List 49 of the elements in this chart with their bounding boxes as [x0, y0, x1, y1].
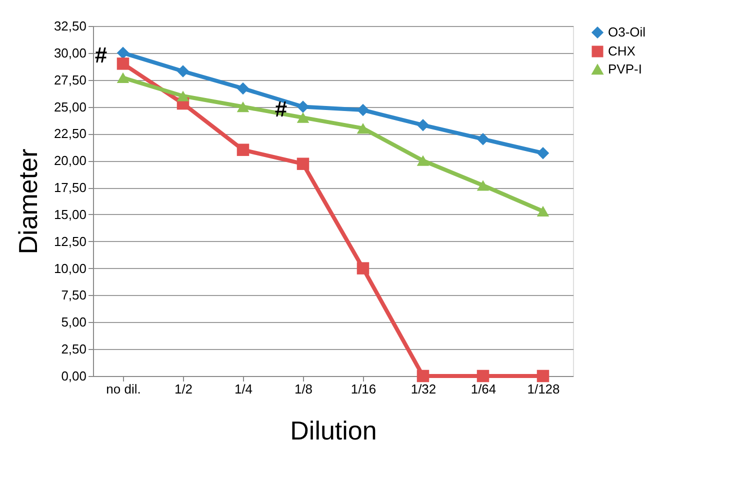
point — [116, 58, 130, 70]
y-tick-label: 15,00 — [54, 206, 86, 222]
point — [416, 155, 430, 166]
point — [536, 206, 550, 217]
point — [356, 123, 370, 134]
x-tick-label: 1/128 — [527, 382, 560, 396]
y-tick-label: 12,50 — [54, 234, 86, 249]
point — [176, 65, 190, 78]
y-tick-label: 30,00 — [54, 45, 86, 60]
x-tick-label: 1/64 — [470, 382, 496, 396]
point — [536, 146, 550, 160]
point — [116, 46, 130, 60]
y-tick-label: 7,50 — [61, 288, 86, 303]
y-tick-label: 17,50 — [54, 180, 86, 196]
y-tick-label: 5,00 — [61, 314, 86, 330]
y-tick-label: 27,50 — [54, 72, 86, 88]
legend-label: CHX — [608, 44, 636, 58]
point — [536, 370, 550, 382]
point — [416, 370, 430, 382]
y-tick-label: 10,00 — [54, 260, 86, 276]
x-tick-label: no dil. — [106, 382, 141, 396]
point — [416, 118, 430, 132]
x-tick-label: 1/4 — [234, 382, 253, 396]
point — [236, 82, 250, 95]
point — [476, 132, 490, 146]
x-tick-label: 1/2 — [174, 382, 193, 396]
annotation: # — [94, 42, 108, 68]
x-axis-title: Dilution — [290, 416, 377, 446]
legend-label: O3-Oil — [608, 24, 646, 40]
point — [356, 262, 370, 274]
x-tick-label: 1/32 — [410, 382, 436, 396]
point — [296, 158, 310, 170]
y-tick-label: 0,00 — [61, 368, 86, 384]
y-tick-label: 25,00 — [54, 99, 86, 114]
x-tick-label: 1/16 — [350, 382, 376, 396]
y-tick-label: 2,50 — [61, 342, 86, 357]
point — [296, 112, 310, 123]
point — [236, 144, 250, 156]
point — [116, 72, 130, 83]
y-tick-label: 32,50 — [54, 18, 86, 34]
y-tick-label: 22,50 — [54, 126, 86, 142]
point — [476, 180, 490, 191]
point — [176, 90, 190, 102]
y-tick-label: 20,00 — [54, 153, 86, 168]
point — [236, 101, 250, 112]
x-tick-label: 1/8 — [294, 382, 313, 396]
point — [476, 370, 490, 382]
y-axis-title: Diameter — [12, 148, 43, 254]
legend-label: PVP-I — [608, 62, 642, 76]
